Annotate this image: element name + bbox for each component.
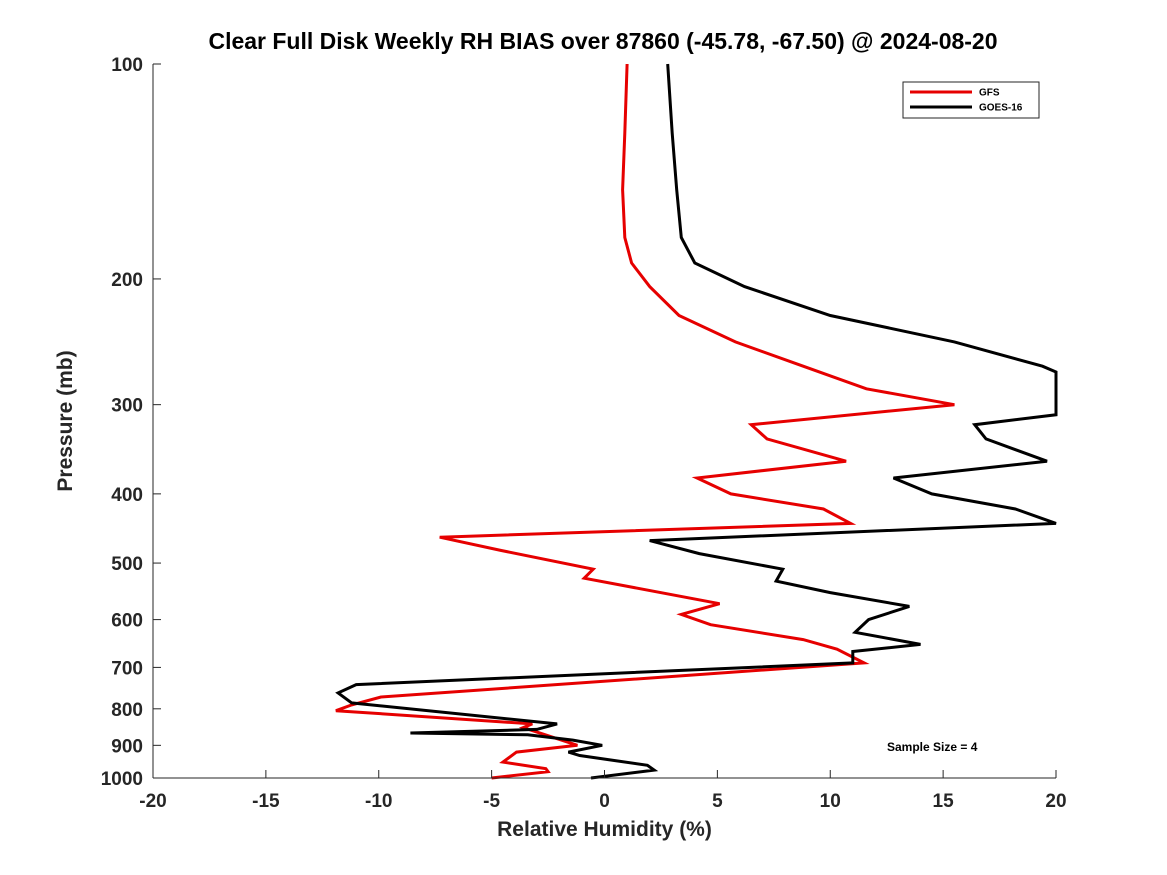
chart-title: Clear Full Disk Weekly RH BIAS over 8786… [208,28,998,54]
x-tick-label: 0 [599,791,610,812]
x-axis-label: Relative Humidity (%) [497,818,712,841]
y-tick-label: 400 [111,485,143,506]
x-tick-label: 20 [1045,791,1066,812]
x-tick-label: 5 [712,791,723,812]
y-axis-label: Pressure (mb) [54,350,77,492]
x-tick-label: -5 [483,791,500,812]
legend-label-gfs: GFS [979,88,1000,99]
x-tick-label: 10 [820,791,841,812]
y-tick-label: 600 [111,611,143,632]
x-tick-label: -10 [365,791,392,812]
series-layer [335,63,1058,780]
x-ticks: -20 -15 -10 -5 0 5 10 15 20 [139,770,1067,812]
sample-size-annotation: Sample Size = 4 [887,740,978,754]
legend-label-goes-16: GOES-16 [979,103,1023,114]
y-tick-label: 500 [111,554,143,575]
x-tick-label: -20 [139,791,166,812]
x-tick-label: 15 [933,791,955,812]
series-line-gfs [335,63,955,780]
y-tick-label: 100 [111,55,143,76]
y-tick-label: 700 [111,658,143,679]
legend: GFS GOES-16 [902,81,1040,119]
y-ticks: 100 200 300 400 500 600 700 800 900 1000 [101,55,161,790]
plot-area [153,64,1056,778]
y-tick-label: 200 [111,270,143,291]
y-tick-label: 1000 [101,769,143,790]
legend-box [902,81,1040,119]
x-tick-label: -15 [252,791,280,812]
y-tick-label: 800 [111,700,143,721]
y-tick-label: 900 [111,736,143,757]
y-tick-label: 300 [111,396,143,417]
series-line-goes-16 [335,63,1058,780]
